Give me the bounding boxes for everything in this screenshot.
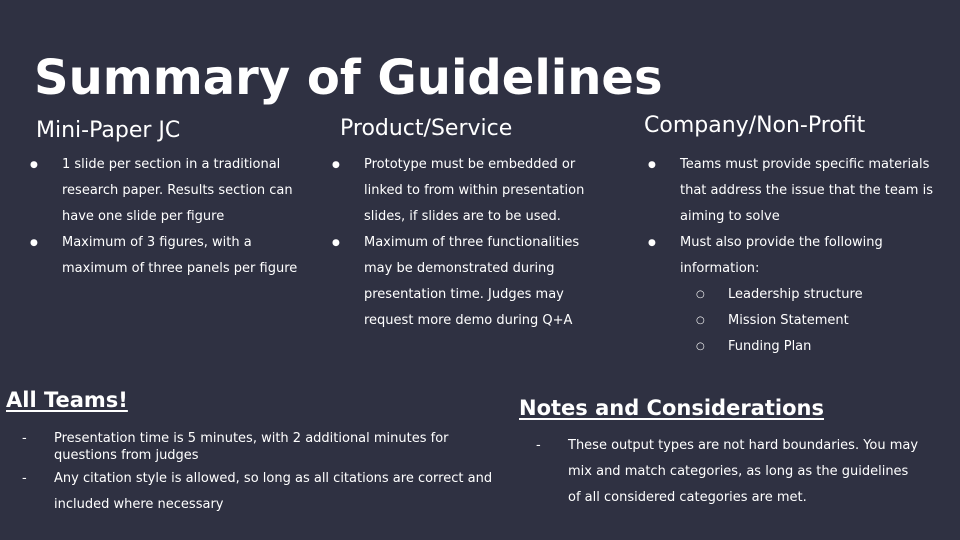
sub-bullet-item: Funding Plan (648, 334, 948, 360)
list-item: Any citation style is allowed, so long a… (8, 466, 498, 518)
bullet-item: 1 slide per section in a traditional res… (30, 152, 310, 230)
sub-bullet-item: Mission Statement (648, 308, 948, 334)
notes-list: These output types are not hard boundari… (522, 433, 922, 511)
all-teams-list: Presentation time is 5 minutes, with 2 a… (8, 430, 498, 518)
bullet-item: Prototype must be embedded or linked to … (332, 152, 594, 230)
bullet-item: Maximum of three functionalities may be … (332, 230, 594, 334)
sub-bullet-item: Leadership structure (648, 282, 948, 308)
bullet-item: Maximum of 3 figures, with a maximum of … (30, 230, 310, 282)
column-product-service: Prototype must be embedded or linked to … (332, 152, 594, 334)
list-item: Presentation time is 5 minutes, with 2 a… (8, 430, 498, 464)
notes-heading: Notes and Considerations (519, 396, 824, 420)
list-item: These output types are not hard boundari… (522, 433, 922, 511)
bullet-item: Must also provide the following informat… (648, 230, 948, 282)
all-teams-heading: All Teams! (6, 388, 128, 412)
slide-title: Summary of Guidelines (34, 50, 663, 106)
column-heading-product-service: Product/Service (340, 116, 513, 141)
column-company-nonprofit: Teams must provide specific materials th… (648, 152, 948, 360)
column-heading-company-nonprofit: Company/Non-Profit (644, 113, 866, 138)
column-mini-paper: 1 slide per section in a traditional res… (30, 152, 310, 282)
column-heading-mini-paper: Mini-Paper JC (36, 118, 181, 143)
bullet-item: Teams must provide specific materials th… (648, 152, 948, 230)
